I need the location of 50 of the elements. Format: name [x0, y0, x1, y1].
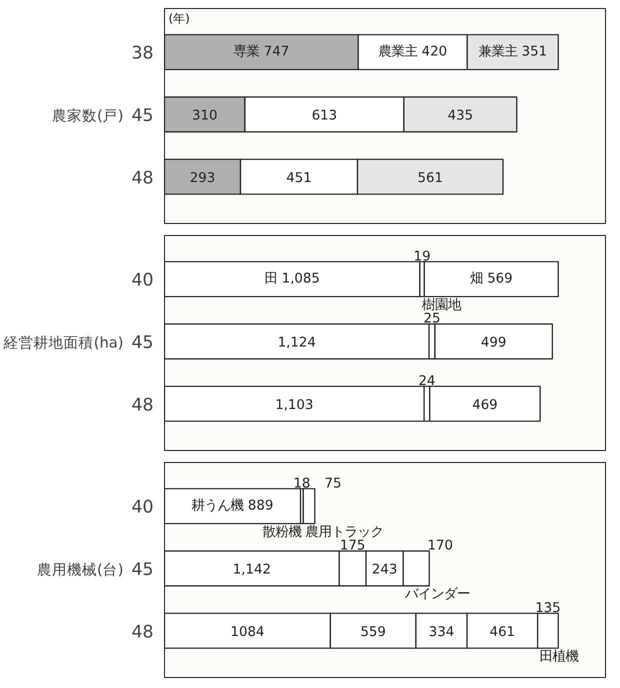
text: 専業 747 — [234, 44, 290, 60]
data-label: 451 — [286, 170, 312, 186]
y-tick-label: 48 — [131, 168, 154, 188]
series-label: バインダー — [404, 587, 470, 602]
data-label: 1084 — [230, 624, 264, 640]
y-axis-title: 農家数(戸) — [52, 108, 124, 124]
data-label: 19 — [414, 249, 431, 264]
data-label: 18 — [293, 476, 310, 492]
text: 畑 569 — [470, 272, 513, 287]
data-label: 1,124 — [278, 335, 316, 350]
text: 耕うん機 889 — [192, 498, 274, 514]
data-label: 310 — [192, 108, 218, 124]
data-label: 334 — [428, 624, 454, 640]
data-label: 75 — [324, 476, 342, 492]
series-label: 田植機 — [540, 649, 579, 664]
data-label: 435 — [448, 108, 474, 124]
y-tick-label: 45 — [131, 332, 154, 353]
bar — [424, 261, 559, 298]
series-label: 散粉機 — [262, 524, 302, 540]
text: 農業主 420 — [378, 44, 448, 60]
data-label: 293 — [190, 170, 216, 186]
y-axis-title: 経営耕地面積(ha) — [2, 334, 124, 352]
annotation: (年) — [168, 12, 190, 26]
data-label: 25 — [424, 312, 440, 327]
text: 兼業主 351 — [478, 44, 548, 60]
y-tick-label: 48 — [131, 622, 154, 642]
data-label: 243 — [372, 562, 398, 578]
series-label: 農用トラック — [305, 524, 384, 540]
data-label: 170 — [428, 538, 453, 554]
bar — [302, 488, 316, 524]
data-label: 175 — [340, 538, 366, 554]
y-tick-label: 45 — [131, 560, 154, 580]
data-label: 1,142 — [232, 562, 271, 578]
series-label: 樹園地 — [422, 298, 461, 313]
text: 田 1,085 — [264, 272, 320, 287]
data-label: 561 — [418, 170, 443, 186]
data-label: 1,103 — [275, 398, 314, 413]
y-tick-label: 45 — [131, 106, 154, 126]
y-tick-label: 38 — [131, 44, 154, 64]
data-label: 559 — [360, 624, 386, 640]
data-label: 461 — [490, 624, 516, 640]
data-label: 469 — [472, 398, 498, 413]
data-label: 499 — [480, 335, 506, 350]
y-tick-label: 40 — [131, 498, 154, 518]
data-label: 135 — [535, 601, 561, 616]
y-tick-label: 40 — [131, 270, 154, 291]
data-label: 613 — [312, 108, 338, 124]
data-label: 24 — [418, 374, 436, 390]
y-tick-label: 48 — [131, 395, 154, 416]
y-axis-title: 農用機械(台) — [37, 562, 124, 578]
